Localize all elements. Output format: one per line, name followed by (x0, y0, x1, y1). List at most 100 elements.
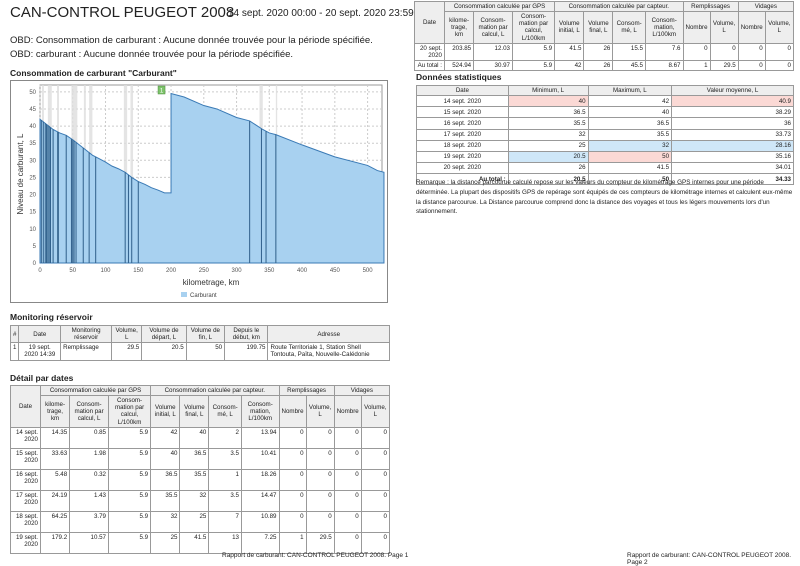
table-cell: 0 (360, 468, 391, 491)
table-cell: 1 (682, 59, 711, 72)
table-cell: 1 (278, 531, 307, 554)
table-cell: Route Territoriale 1, Station Shell Tont… (267, 342, 390, 361)
table-cell: 1 (9, 342, 20, 361)
table-cell: 36.5 (587, 117, 673, 130)
column-header: Volume final, L (179, 395, 210, 428)
table-cell: 7.6 (644, 42, 684, 61)
table-cell: 10.41 (240, 447, 280, 470)
legend-label: Carburant (190, 293, 217, 299)
column-header: kilome-trage, km (39, 395, 71, 428)
table-cell: 15 sept. 2020 (10, 447, 41, 470)
legend-swatch (181, 292, 187, 297)
table-cell: 14 sept. 2020 (416, 95, 509, 108)
table-cell: 10.89 (240, 510, 280, 533)
table-row: Au total :20.5 50 34.33 (416, 172, 794, 186)
table-cell: 0 (737, 59, 766, 72)
column-header: Valeur moyenne, L (671, 84, 794, 97)
table-cell: 199.75 (224, 342, 269, 361)
table-cell: 14.47 (240, 489, 280, 512)
column-header: Volume final, L (583, 11, 614, 44)
table-cell: 0 (737, 42, 766, 61)
y-tick-label: 10 (29, 227, 36, 233)
refill-marker (157, 85, 166, 95)
detail-table: Date Consommation calculée par GPS Consomm… (10, 384, 391, 554)
table-cell: Au total : (414, 59, 445, 72)
table-cell: 24.19 (39, 489, 71, 512)
table-cell: 8.67 (644, 59, 684, 72)
table-cell: 179.2 (39, 531, 71, 554)
table-cell: 45.5 (612, 59, 646, 72)
group-header: Consommation calculée par capteur. (554, 0, 684, 13)
table-cell: 5.9 (107, 426, 152, 449)
column-header: Nombre (737, 11, 766, 44)
table-row: 14 sept. 2020 40 42 40.9 (416, 95, 794, 108)
table-cell: 38.29 (671, 106, 794, 119)
table-cell: 5.48 (39, 468, 71, 491)
header-row: kilome-trage, km Consom-mation par calcul… (415, 11, 795, 44)
column-header: Consom-mé, L (208, 395, 242, 428)
table-cell: 40.9 (671, 95, 794, 108)
table-cell: 19 sept. 2020 (416, 150, 509, 163)
table-cell: 20.5 (141, 342, 187, 361)
table-cell: 35.5 (587, 128, 673, 141)
table-row: 19 sept. 2020 20.5 50 35.16 (416, 150, 794, 163)
table-row: 16 sept. 2020 5.48 0.32 5.9 36.5 35.5 1 18.26 0 0… (10, 468, 391, 491)
x-tick-label: 450 (330, 268, 341, 274)
table-cell: 0 (333, 426, 362, 449)
y-axis-label: Niveau de carburant, L (16, 133, 25, 214)
table-cell: 18.26 (240, 468, 280, 491)
y-tick-label: 20 (29, 193, 36, 199)
table-cell: 14 sept. 2020 (10, 426, 41, 449)
table-cell: 41.5 (587, 161, 673, 175)
group-header: Vidages (333, 384, 391, 397)
table-cell: 26 (507, 161, 589, 175)
table-cell: 5.9 (107, 531, 152, 554)
table-cell: 36.5 (150, 468, 181, 491)
table-cell: 15.5 (612, 42, 646, 61)
column-header: Volume, L (360, 395, 391, 428)
table-cell: 0 (682, 42, 711, 61)
table-cell: 20.5 (507, 150, 589, 163)
table-cell: Remplissage (60, 342, 113, 361)
column-header: # (9, 324, 20, 344)
table-cell: 5.9 (107, 510, 152, 533)
detail-table-continued: Date Consommation calculée par GPS Consomm… (414, 0, 795, 72)
table-cell: 42 (554, 59, 585, 72)
table-cell: 32 (150, 510, 181, 533)
table-cell: 12.03 (473, 42, 513, 61)
table-cell: 40 (150, 447, 181, 470)
header-row: # Date Monitoring réservoir Volume, L Volume… (9, 324, 390, 344)
column-header: Date (416, 84, 509, 97)
table-cell: 40 (507, 95, 589, 108)
table-cell: 3.5 (208, 489, 242, 512)
table-cell: 32 (507, 128, 589, 141)
x-tick-label: 0 (38, 268, 42, 274)
table-cell: 17 sept. 2020 (10, 489, 41, 512)
table-row: 18 sept. 2020 64.25 3.79 5.9 32 25 7 10.89 0 0 0 0 (10, 510, 391, 533)
table-cell: 20 sept. 2020 (414, 42, 445, 61)
fuel-chart-svg: 0 50 100 150 200 250 300 350 400 450 5000510152025… (16, 84, 385, 299)
y-tick-label: 25 (29, 175, 36, 181)
table-cell: 16 sept. 2020 (416, 117, 509, 130)
table-cell: 0 (333, 447, 362, 470)
table-cell: 42 (150, 426, 181, 449)
chart-title: Consommation de carburant "Carburant" (10, 68, 177, 78)
group-header: Consommation calculée par GPS (443, 0, 556, 13)
column-header: Volume de départ, L (141, 324, 187, 344)
table-cell: 41.5 (554, 42, 585, 61)
table-cell: 26 (583, 42, 614, 61)
table-cell: 16 sept. 2020 (10, 468, 41, 491)
table-cell: 50 (185, 342, 226, 361)
table-cell: 0 (278, 510, 307, 533)
table-cell: 19 sept. 2020 14:39 (18, 342, 62, 361)
stats-table: Date Minimum, L Maximum, L Valeur moyenne, … (416, 84, 794, 186)
column-header: Date (18, 324, 62, 344)
monitoring-table: # Date Monitoring réservoir Volume, L Volume… (9, 324, 390, 361)
column-header: Volume de fin, L (185, 324, 226, 344)
column-header: Volume initial, L (554, 11, 585, 44)
obd-message: OBD: carburant : Aucune donnée trouvée p… (10, 49, 294, 60)
x-tick-label: 50 (69, 268, 76, 274)
table-cell: 0 (278, 489, 307, 512)
y-tick-label: 35 (29, 141, 36, 147)
table-cell: 40 (587, 106, 673, 119)
